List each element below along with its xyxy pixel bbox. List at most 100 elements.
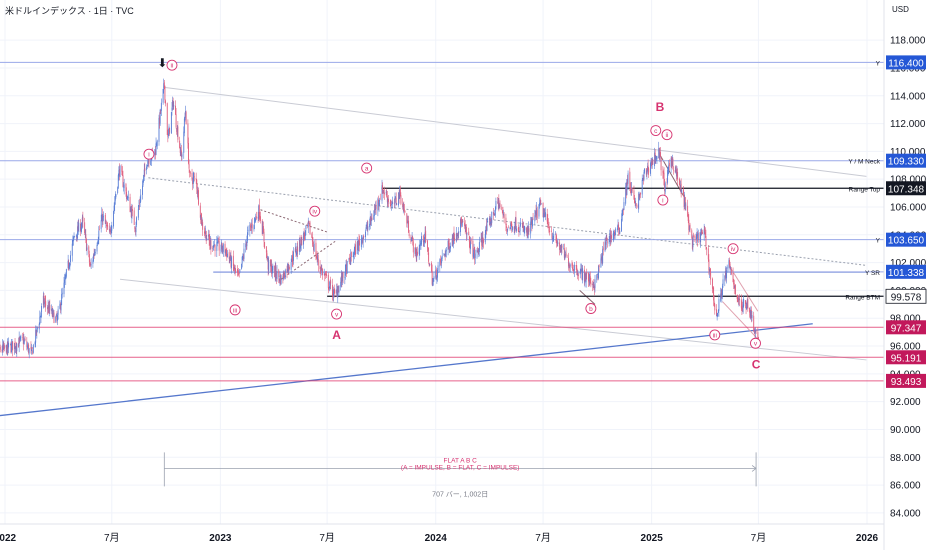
candle-body	[350, 252, 352, 265]
candle-body	[193, 176, 195, 178]
candle-body	[175, 105, 176, 115]
candle-body	[611, 235, 612, 239]
candle-body	[35, 329, 37, 335]
candle-body	[118, 170, 120, 176]
price-badges: 116.400 109.330 107.348 103.650 101.338 99.57…	[885, 55, 927, 388]
y-tick-label: 90.000	[890, 425, 921, 436]
candle-body	[502, 211, 504, 216]
candle-body	[385, 192, 387, 194]
candle-body	[333, 289, 335, 298]
wave-label-circle	[331, 308, 343, 320]
candle-body	[536, 208, 538, 216]
candle-body	[527, 226, 529, 235]
candle-body	[622, 209, 624, 211]
price-badge-text: 99.578	[891, 292, 922, 303]
candle-body	[60, 303, 61, 310]
candle-body	[742, 308, 743, 312]
candle-body	[22, 338, 24, 345]
candle-body	[139, 202, 141, 203]
candle-body	[435, 270, 437, 278]
candle-body	[489, 218, 491, 226]
candle-body	[94, 251, 96, 254]
level-label: Y / M Neck	[848, 159, 880, 166]
candle-body	[689, 224, 691, 230]
projection-range: FLAT A B C(A = IMPULSE, B = FLAT, C = IM…	[163, 452, 757, 498]
candle-body	[555, 236, 557, 241]
candle-body	[547, 219, 549, 223]
y-tick-label: 112.000	[890, 119, 926, 130]
candle-body	[301, 236, 303, 246]
candle-body	[518, 231, 520, 233]
candle-body	[605, 241, 607, 245]
candle-body	[254, 218, 256, 220]
candle-body	[404, 211, 406, 213]
candle-body	[709, 269, 711, 272]
candle-body	[69, 263, 71, 267]
candle-body	[9, 343, 11, 345]
candle-body	[246, 239, 248, 247]
candle-body	[398, 192, 399, 206]
candle-body	[77, 226, 79, 239]
wave-label-circle	[661, 129, 673, 141]
candle-body	[498, 198, 500, 208]
candle-body	[598, 265, 599, 279]
candle-body	[543, 213, 545, 214]
price-badge	[886, 320, 926, 335]
candle-body	[439, 259, 441, 267]
candle-body	[344, 276, 346, 279]
candle-body	[481, 236, 483, 246]
candle-body	[588, 273, 589, 282]
candle-body	[646, 171, 648, 175]
candle-body	[482, 237, 484, 242]
candle-body	[382, 189, 384, 193]
level-label: Range BTM	[845, 294, 880, 301]
candle-body	[127, 197, 129, 199]
candle-body	[506, 226, 507, 228]
candle-body	[441, 257, 443, 264]
candle-body	[605, 236, 607, 245]
candle-body	[559, 242, 561, 250]
candle-body	[300, 237, 302, 246]
candle-body	[150, 160, 152, 166]
candle-body	[571, 263, 573, 267]
candle-body	[0, 346, 1, 350]
candle-body	[65, 269, 67, 277]
candle-body	[47, 305, 49, 309]
candle-body	[511, 224, 513, 232]
wave-label-circle	[585, 303, 597, 314]
candle-body	[325, 273, 327, 275]
price-badge-text: 116.400	[888, 58, 924, 69]
candle-body	[621, 210, 623, 221]
candle-body	[51, 308, 53, 312]
candle-body	[305, 226, 307, 230]
candle-body	[313, 243, 315, 251]
candle-body	[19, 338, 21, 339]
candle-body	[133, 210, 135, 226]
candle-body	[362, 238, 363, 243]
candle-body	[218, 241, 220, 251]
candle-body	[85, 234, 87, 238]
candle-body	[19, 337, 21, 340]
candle-body	[503, 213, 505, 216]
candle-body	[250, 226, 252, 228]
candle-body	[598, 265, 600, 267]
candle-body	[267, 257, 269, 260]
candle-body	[106, 225, 107, 226]
wedge-c-bot	[722, 301, 759, 340]
candle-body	[63, 282, 65, 295]
candle-body	[259, 215, 261, 218]
candle-body	[654, 152, 656, 163]
candle-body	[15, 347, 17, 350]
candle-body	[307, 221, 309, 227]
candle-body	[208, 234, 210, 237]
candle-body	[399, 188, 401, 196]
price-badge-text: 95.191	[891, 353, 922, 364]
candle-body	[560, 246, 562, 252]
price-badge-text: 103.650	[888, 236, 925, 247]
candle-body	[359, 241, 361, 246]
candle-body	[295, 248, 297, 254]
candle-body	[189, 171, 191, 174]
candle-body	[53, 312, 55, 324]
candle-body	[233, 266, 235, 270]
